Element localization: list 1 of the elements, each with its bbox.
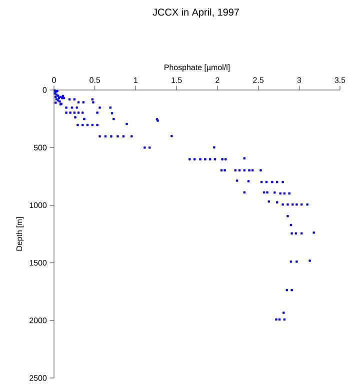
chart-title: JCCX in April, 1997 (152, 8, 239, 18)
